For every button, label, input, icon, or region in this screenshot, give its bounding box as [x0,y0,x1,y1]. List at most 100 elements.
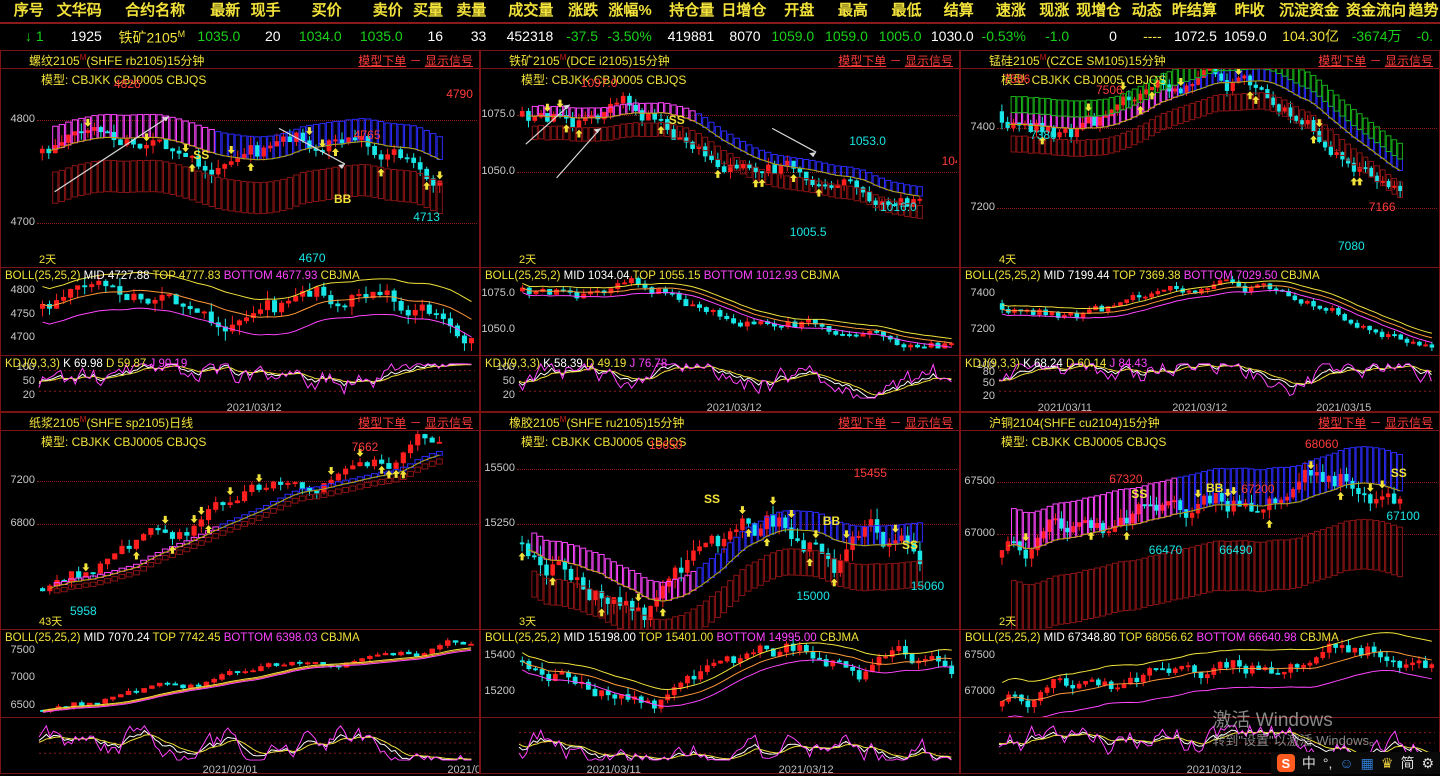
quote-header-18[interactable]: 速涨 [981,0,1033,23]
price-label: 4713 [413,210,440,224]
ime-keyboard-icon[interactable]: ▦ [1361,755,1374,772]
quote-header-22[interactable]: 昨结算 [1169,0,1224,23]
ime-settings-icon[interactable]: ⚙ [1421,755,1434,772]
model-items: CBJKK CBJ0005 CBJQS [68,435,206,449]
price-label: 1053.0 [849,134,886,148]
quote-header-21[interactable]: 动态 [1124,0,1169,23]
kdj-axis-tick: 20 [23,389,35,401]
price-axis-tick: 1050.0 [481,165,515,177]
quote-cell-日增仓: 8070 [721,24,767,48]
quote-header-23[interactable]: 昨收 [1224,0,1272,23]
show-signal-link[interactable]: 显示信号 [425,54,473,68]
quote-header-1[interactable]: 文华码 [51,0,109,23]
ime-mode-icon[interactable]: 中 [1302,753,1316,773]
boll-ma-label: CBJMA [817,632,859,644]
ime-punctuation-icon[interactable]: °, [1323,755,1333,771]
quote-header-2[interactable]: 合约名称 [109,0,192,23]
quote-header-6[interactable]: 卖价 [349,0,410,23]
model-order-link[interactable]: 模型下单 [358,416,406,430]
price-label: 7586 [1004,72,1031,86]
kdj-subchart-ru2105[interactable] [481,717,959,763]
boll-mid-label: MID [80,632,107,644]
quote-header-26[interactable]: 趋势 [1409,0,1440,23]
quote-header-13[interactable]: 日增仓 [721,0,767,23]
kdj-subchart-sp2105[interactable] [1,717,479,763]
kdj-j-value: 76.78 [638,358,667,370]
quote-header-9[interactable]: 成交量 [493,0,560,23]
quote-header-14[interactable]: 开盘 [768,0,822,23]
show-signal-link[interactable]: 显示信号 [905,54,953,68]
show-signal-link[interactable]: 显示信号 [1385,416,1433,430]
quote-header-24[interactable]: 沉淀资金 [1272,0,1346,23]
date-tick: 2021/03/12 [779,764,834,776]
quote-cell-序号: ↓ 1 [0,24,51,48]
quote-header-25[interactable]: 资金流向 [1346,0,1409,23]
quote-header-7[interactable]: 买量 [410,0,450,23]
ime-toolbox-icon[interactable]: ♛ [1381,755,1394,772]
model-order-link[interactable]: 模型下单 [838,54,886,68]
kdj-indicator-name: KDJ(9,3,3) [965,358,1020,370]
sogou-logo-icon[interactable]: S [1277,754,1295,772]
boll-top-label: TOP [630,270,659,282]
panel-actions-sp2105: 模型下单 － 显示信号 [358,414,473,431]
quote-header-19[interactable]: 现涨 [1033,0,1076,23]
quote-cell-持仓量: 419881 [659,24,722,48]
quote-cell-买价: 1034.0 [288,24,349,48]
quote-header-8[interactable]: 卖量 [450,0,493,23]
model-order-link[interactable]: 模型下单 [1318,416,1366,430]
quote-header-15[interactable]: 最高 [821,0,875,23]
ime-simplified-icon[interactable]: 简 [1400,753,1414,773]
quote-header-12[interactable]: 持仓量 [659,0,722,23]
show-signal-link[interactable]: 显示信号 [1385,54,1433,68]
sogou-ime-toolbar[interactable]: S 中 °, ☺ ▦ ♛ 简 ⚙ [1271,752,1440,774]
model-order-link[interactable]: 模型下单 [1318,54,1366,68]
price-chart-i2105[interactable]: 1075.01050.01097.01053.01043.01016.01005… [481,69,959,267]
model-order-link[interactable]: 模型下单 [838,416,886,430]
show-signal-link[interactable]: 显示信号 [905,416,953,430]
price-axis-tick: 67500 [964,475,995,487]
quote-header-0[interactable]: 序号 [0,0,51,23]
quote-header-10[interactable]: 涨跌 [560,0,605,23]
quote-header-17[interactable]: 结算 [929,0,981,23]
model-order-link[interactable]: 模型下单 [358,54,406,68]
quote-header-4[interactable]: 现手 [247,0,287,23]
boll-bottom-value: 7029.50 [1236,270,1278,282]
quote-header-3[interactable]: 最新 [192,0,247,23]
price-label: 7506 [1096,83,1123,97]
quote-header-11[interactable]: 涨幅% [605,0,659,23]
ime-smiley-icon[interactable]: ☺ [1339,755,1353,771]
quote-header-20[interactable]: 现增仓 [1076,0,1124,23]
quote-header-16[interactable]: 最低 [875,0,929,23]
boll-ma-label: CBJMA [1297,632,1339,644]
show-signal-link[interactable]: 显示信号 [425,416,473,430]
boll-mid-label: MID [1040,270,1067,282]
quote-header-5[interactable]: 买价 [288,0,349,23]
